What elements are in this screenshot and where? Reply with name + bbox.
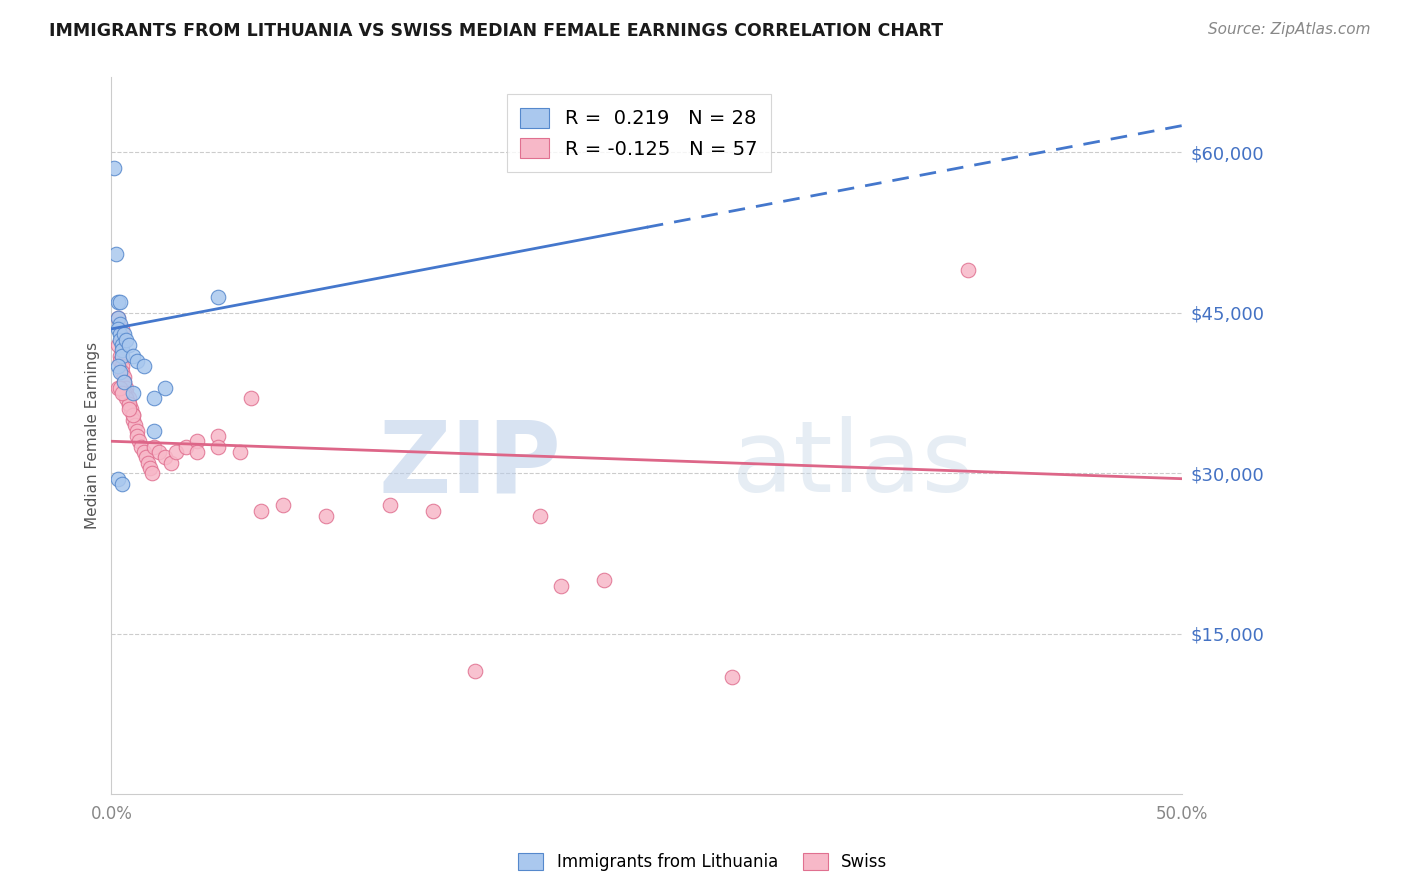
Point bbox=[117, 402, 139, 417]
Point bbox=[107, 311, 129, 326]
Point bbox=[529, 509, 551, 524]
Point bbox=[120, 402, 142, 417]
Point bbox=[115, 386, 138, 401]
Point bbox=[107, 338, 129, 352]
Point bbox=[108, 295, 131, 310]
Point bbox=[108, 327, 131, 342]
Point bbox=[464, 665, 486, 679]
Point bbox=[165, 445, 187, 459]
Text: ZIP: ZIP bbox=[378, 416, 561, 513]
Point bbox=[111, 359, 134, 374]
Point bbox=[107, 295, 129, 310]
Point bbox=[128, 434, 150, 449]
Point bbox=[139, 461, 162, 475]
Point bbox=[132, 445, 155, 459]
Point bbox=[108, 349, 131, 363]
Point bbox=[107, 381, 129, 395]
Point bbox=[186, 445, 208, 459]
Point bbox=[104, 247, 127, 261]
Point bbox=[143, 440, 166, 454]
Point bbox=[107, 311, 129, 326]
Point bbox=[315, 509, 337, 524]
Point bbox=[207, 290, 229, 304]
Point bbox=[136, 456, 159, 470]
Point bbox=[115, 381, 138, 395]
Point bbox=[108, 354, 131, 368]
Point bbox=[103, 161, 125, 176]
Point bbox=[721, 670, 744, 684]
Point bbox=[108, 365, 131, 379]
Point bbox=[121, 408, 143, 422]
Point bbox=[112, 370, 135, 384]
Text: IMMIGRANTS FROM LITHUANIA VS SWISS MEDIAN FEMALE EARNINGS CORRELATION CHART: IMMIGRANTS FROM LITHUANIA VS SWISS MEDIA… bbox=[49, 22, 943, 40]
Point bbox=[112, 386, 135, 401]
Point bbox=[111, 386, 134, 401]
Point bbox=[121, 408, 143, 422]
Point bbox=[186, 434, 208, 449]
Legend: R =  0.219   N = 28, R = -0.125   N = 57: R = 0.219 N = 28, R = -0.125 N = 57 bbox=[506, 95, 770, 172]
Point bbox=[422, 504, 444, 518]
Point bbox=[111, 338, 134, 352]
Point bbox=[111, 365, 134, 379]
Point bbox=[141, 467, 163, 481]
Text: Source: ZipAtlas.com: Source: ZipAtlas.com bbox=[1208, 22, 1371, 37]
Point bbox=[107, 359, 129, 374]
Point bbox=[124, 418, 146, 433]
Point bbox=[111, 322, 134, 336]
Point bbox=[121, 386, 143, 401]
Point bbox=[127, 424, 149, 438]
Point bbox=[111, 343, 134, 358]
Point bbox=[378, 499, 401, 513]
Legend: Immigrants from Lithuania, Swiss: Immigrants from Lithuania, Swiss bbox=[510, 845, 896, 880]
Point bbox=[207, 429, 229, 443]
Point bbox=[117, 397, 139, 411]
Point bbox=[143, 424, 166, 438]
Point bbox=[550, 579, 572, 593]
Point bbox=[108, 333, 131, 347]
Point bbox=[112, 327, 135, 342]
Point bbox=[112, 376, 135, 390]
Text: atlas: atlas bbox=[733, 416, 974, 513]
Point bbox=[108, 317, 131, 331]
Point bbox=[148, 445, 170, 459]
Point bbox=[107, 472, 129, 486]
Point bbox=[229, 445, 252, 459]
Point bbox=[153, 450, 176, 465]
Point bbox=[132, 359, 155, 374]
Point bbox=[108, 381, 131, 395]
Y-axis label: Median Female Earnings: Median Female Earnings bbox=[86, 343, 100, 530]
Point bbox=[115, 392, 138, 406]
Point bbox=[117, 397, 139, 411]
Point bbox=[176, 440, 198, 454]
Point bbox=[111, 477, 134, 491]
Point bbox=[121, 413, 143, 427]
Point bbox=[127, 354, 149, 368]
Point bbox=[153, 381, 176, 395]
Point bbox=[112, 376, 135, 390]
Point bbox=[956, 263, 979, 277]
Point bbox=[207, 440, 229, 454]
Point bbox=[593, 574, 616, 588]
Point bbox=[127, 429, 149, 443]
Point bbox=[131, 440, 153, 454]
Point bbox=[271, 499, 294, 513]
Point bbox=[143, 392, 166, 406]
Point bbox=[107, 322, 129, 336]
Point bbox=[121, 349, 143, 363]
Point bbox=[250, 504, 273, 518]
Point bbox=[117, 392, 139, 406]
Point bbox=[115, 333, 138, 347]
Point bbox=[135, 450, 157, 465]
Point bbox=[160, 456, 183, 470]
Point bbox=[111, 349, 134, 363]
Point bbox=[117, 338, 139, 352]
Point bbox=[239, 392, 262, 406]
